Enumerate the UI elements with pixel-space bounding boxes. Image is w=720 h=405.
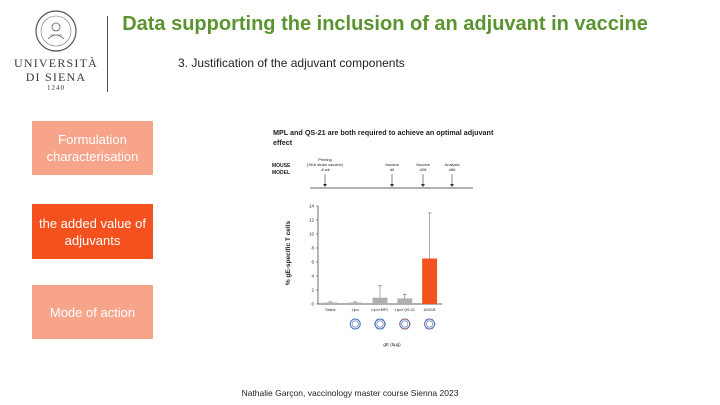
svg-text:d28: d28 <box>420 167 427 172</box>
model-label-1: MOUSE <box>272 163 291 169</box>
menu-item-added-value[interactable]: the added value of adjuvants <box>32 204 153 259</box>
svg-text:Priming: Priming <box>318 157 332 162</box>
x-tick-label: Saline <box>325 308 336 312</box>
bar <box>422 258 438 304</box>
svg-text:Analysis: Analysis <box>445 162 460 167</box>
svg-text:d56: d56 <box>449 167 456 172</box>
x-tick-label: Lipo <box>352 308 359 312</box>
slide-subtitle: 3. Justification of the adjuvant compone… <box>178 56 405 70</box>
x-tick-label: Lipo+QS-21 <box>395 308 415 312</box>
bar <box>397 298 413 304</box>
y-tick-label: 4 <box>311 274 314 279</box>
slide-title: Data supporting the inclusion of an adju… <box>122 13 648 35</box>
svg-text:Vaccine: Vaccine <box>416 162 431 167</box>
timeline-priming: Priming (SKA strain vaccine) -8 wk <box>307 157 344 187</box>
timeline-vaccine-d0: Vaccine d0 <box>385 162 400 187</box>
svg-text:d0: d0 <box>390 167 395 172</box>
figure-heading: MPL and QS-21 are both required to achie… <box>273 128 494 147</box>
menu-item-formulation[interactable]: Formulation characterisation <box>32 121 153 175</box>
university-name-line1: UNIVERSITÀ <box>14 56 98 70</box>
bar <box>372 297 388 304</box>
timeline-analysis-d56: Analysis d56 <box>445 162 460 187</box>
timeline-vaccine-d28: Vaccine d28 <box>416 162 431 187</box>
y-tick-label: 8 <box>311 246 314 251</box>
y-tick-label: 0 <box>311 302 314 307</box>
x-tick-label: Lipo+MPL <box>371 308 388 312</box>
svg-text:-8 wk: -8 wk <box>320 167 330 172</box>
bar <box>322 302 338 304</box>
liposome-icon <box>423 318 436 330</box>
y-tick-label: 12 <box>309 218 315 223</box>
liposome-icon <box>398 318 411 330</box>
y-tick-label: 14 <box>309 204 315 209</box>
footer-credit: Nathalie Garçon, vaccinology master cour… <box>241 388 459 398</box>
y-tick-label: 6 <box>311 260 314 265</box>
university-seal-icon <box>35 10 77 52</box>
svg-text:Vaccine: Vaccine <box>385 162 400 167</box>
x-axis-caption: gE (5µg) <box>383 342 401 347</box>
liposome-icon <box>374 318 386 330</box>
menu-item-mode-of-action[interactable]: Mode of action <box>32 285 153 339</box>
bar-chart: % gE-specific T cells 0 2 4 6 8 10 12 14 Saline… <box>285 204 442 347</box>
university-year: 1240 <box>47 84 65 92</box>
y-axis-label: % gE-specific T cells <box>285 220 292 285</box>
y-tick-label: 10 <box>309 232 315 237</box>
y-tick-label: 2 <box>311 288 314 293</box>
svg-text:(SKA strain vaccine): (SKA strain vaccine) <box>307 162 344 167</box>
liposome-icon <box>349 318 361 330</box>
university-name-line2: DI SIENA <box>25 70 87 84</box>
header-divider <box>107 16 108 92</box>
model-label-2: MODEL <box>272 170 290 176</box>
x-tick-label: AS01B <box>424 308 436 312</box>
study-timeline: MOUSE MODEL Priming (SKA strain vaccine)… <box>272 157 473 189</box>
bar <box>347 302 363 304</box>
